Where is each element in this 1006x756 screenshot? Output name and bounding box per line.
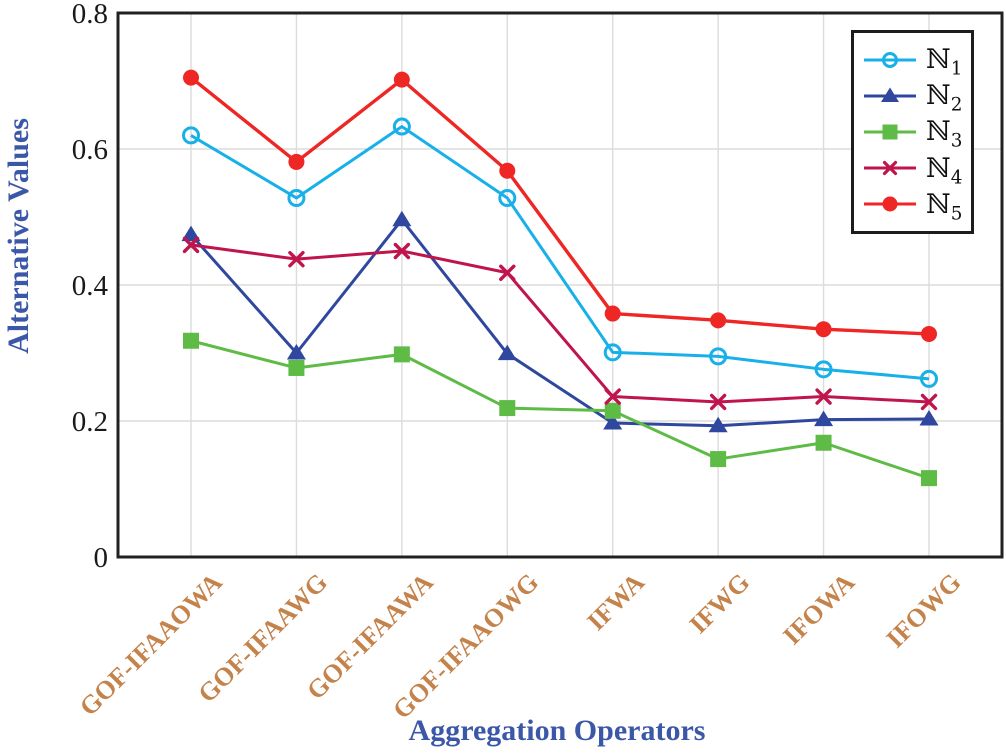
series-4-marker [920, 393, 938, 411]
y-tick-label: 0.4 [71, 269, 108, 302]
series-2-marker [286, 344, 306, 360]
series-2-line [189, 218, 930, 428]
series-5-marker [815, 321, 832, 338]
y-tick-label: 0.8 [71, 0, 108, 30]
legend-item: ℕ3 [863, 116, 967, 152]
series-2-marker [603, 414, 623, 430]
legend-glyph [882, 161, 898, 176]
legend-marker-circle-open [864, 51, 916, 68]
series-5-marker [604, 305, 621, 322]
y-tick-label: 0.6 [71, 133, 108, 166]
legend-marker-square [864, 124, 916, 140]
series-5-marker [710, 312, 727, 329]
y-tick-label: 0 [93, 541, 109, 574]
legend-label: ℕ1 [926, 44, 963, 80]
series-5-marker [499, 162, 516, 179]
legend-marker-circle [864, 196, 916, 212]
series-2-marker [392, 210, 412, 227]
y-tick-label: 0.2 [71, 405, 108, 438]
legend-item: ℕ5 [863, 188, 967, 225]
series-2-marker [708, 416, 728, 433]
series-3-marker [710, 451, 727, 468]
axis-box [116, 11, 1004, 559]
series-1-marker [392, 117, 411, 136]
series-5-marker [288, 153, 305, 170]
series-1-line [190, 125, 930, 381]
series-5-marker [393, 71, 410, 88]
series-1-marker [182, 126, 200, 145]
series-4-marker [288, 250, 305, 268]
series-3-marker [183, 332, 199, 349]
legend-marker-x [864, 161, 916, 176]
series-5-marker [921, 325, 937, 342]
legend-glyph [882, 196, 898, 212]
series-4-marker [709, 393, 727, 411]
legend-label: ℕ3 [926, 116, 963, 152]
series-4-marker [499, 264, 516, 281]
series-5-marker [183, 69, 199, 86]
series-4-marker [604, 388, 621, 405]
x-axis-title: Aggregation Operators [408, 714, 706, 747]
series-3-marker [288, 359, 305, 376]
series-3-marker [921, 470, 937, 487]
series-4-marker [182, 236, 200, 254]
legend-glyph [882, 51, 898, 68]
series-2-marker [814, 410, 834, 427]
legend-label: ℕ5 [926, 188, 963, 225]
series-2-marker [919, 409, 939, 426]
series-4-marker [815, 388, 832, 405]
legend-item: ℕ1 [863, 44, 967, 80]
legend-marker-triangle [864, 87, 916, 102]
series-3-marker [393, 346, 410, 363]
series-5-line [189, 76, 930, 336]
legend-glyph [882, 124, 898, 140]
series-3-line [190, 339, 930, 480]
series-3-marker [499, 400, 516, 417]
series-1-marker [287, 188, 306, 207]
series-1-marker [709, 347, 728, 366]
legend-label: ℕ2 [926, 80, 963, 116]
legend: ℕ1 ℕ2 ℕ3 ℕ4 ℕ5 [851, 30, 974, 234]
legend-item: ℕ4 [863, 152, 967, 189]
legend-label: ℕ4 [926, 152, 963, 189]
series-3-marker [815, 434, 832, 451]
series-3-marker [604, 402, 621, 419]
series-2-marker [497, 344, 517, 361]
series-1-marker [498, 188, 517, 207]
y-axis-title: Alternative Values [2, 118, 35, 354]
series-4-line [190, 243, 930, 404]
series-1-marker [920, 369, 938, 388]
series-1-marker [603, 343, 622, 362]
legend-item: ℕ2 [863, 80, 967, 116]
legend-glyph [881, 87, 899, 102]
series-2-marker [181, 225, 201, 242]
series-4-marker [393, 242, 411, 260]
series-1-marker [814, 360, 833, 379]
